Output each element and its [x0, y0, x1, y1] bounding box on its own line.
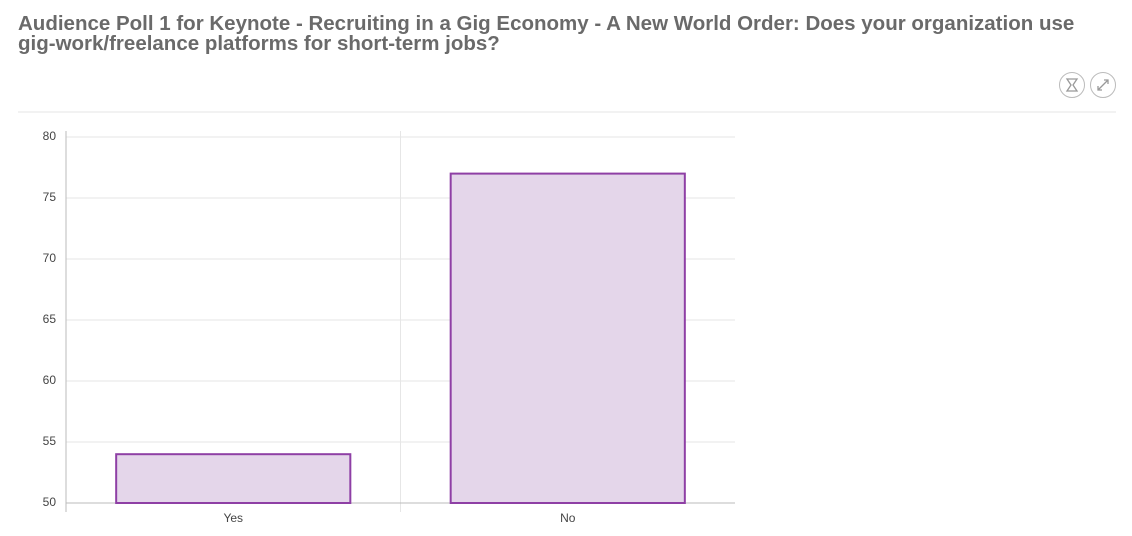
- bar: [449, 172, 686, 504]
- bar: [115, 453, 352, 505]
- x-tick-label: No: [560, 511, 576, 525]
- chart-title: Audience Poll 1 for Keynote - Recruiting…: [18, 12, 1075, 55]
- y-tick-label: 55: [43, 434, 57, 448]
- filter-button[interactable]: [1059, 72, 1085, 98]
- y-tick-label: 60: [43, 373, 57, 387]
- y-tick-label: 80: [43, 129, 57, 143]
- y-tick-label: 75: [43, 190, 57, 204]
- x-tick-label: Yes: [223, 511, 243, 525]
- y-tick-label: 65: [43, 312, 57, 326]
- y-tick-label: 70: [43, 251, 57, 265]
- expand-button[interactable]: [1090, 72, 1116, 98]
- y-tick-label: 50: [43, 495, 57, 509]
